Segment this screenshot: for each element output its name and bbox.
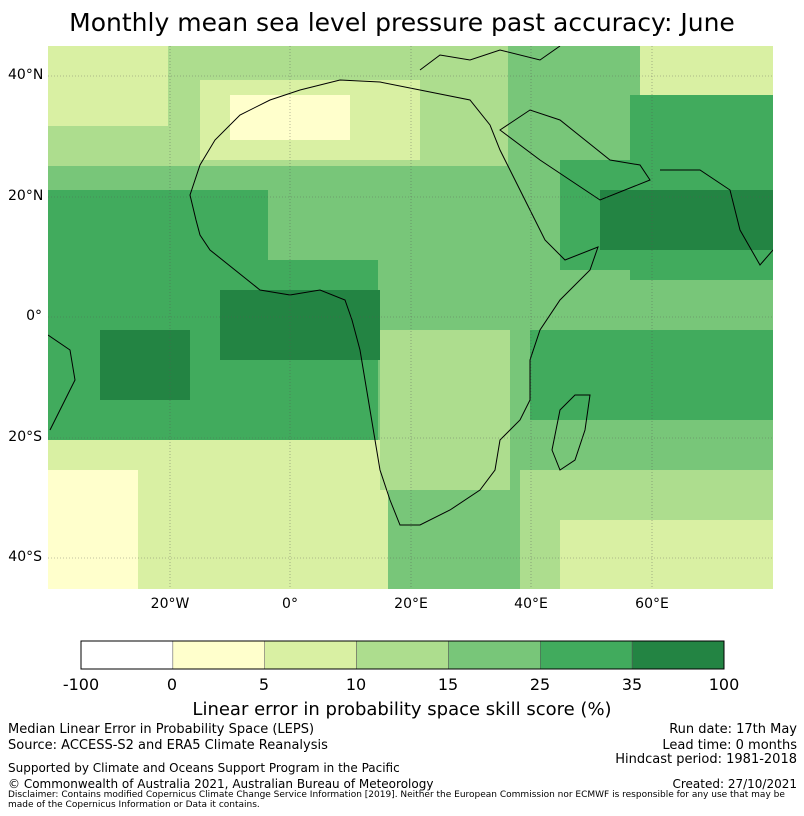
disclaimer: Disclaimer: Contains modified Copernicus… [8,790,785,810]
colorbar-outline [80,640,725,670]
colorbar-tick-label: 25 [529,675,551,694]
colorbar-tick-label: 0 [166,675,178,694]
colorbar-title: Linear error in probability space skill … [192,699,612,720]
colorbar-segment [448,640,541,670]
colorbar-segment [264,640,357,670]
colorbar-segment [80,640,174,670]
coastlines [48,46,773,526]
gridlines [48,46,773,589]
colorbar-segment [631,640,725,670]
lead-time: Lead time: 0 months [662,738,797,753]
colorbar-tick-label: 100 [708,675,740,694]
colorbar-segment [356,640,449,670]
colorbar-tick-label: 15 [437,675,459,694]
colorbar-tick-label: 5 [258,675,270,694]
hindcast-period: Hindcast period: 1981-2018 [615,752,797,767]
lon-label-20e: 20°E [394,596,428,612]
run-date: Run date: 17th May [669,722,797,737]
lon-label-60e: 60°E [635,596,669,612]
map-title: Monthly mean sea level pressure past acc… [69,8,735,37]
colorbar-segment [540,640,633,670]
copyright-text: © Commonwealth of Australia 2021, Austra… [8,777,434,791]
lon-label-0: 0° [282,596,298,612]
colorbar-tick-label: -100 [62,675,100,694]
lon-label-40e: 40°E [514,596,548,612]
created-date: Created: 27/10/2021 [672,777,797,791]
colorbar-segment [172,640,265,670]
lat-label-40s: 40°S [8,549,42,565]
support-text: Supported by Climate and Oceans Support … [8,761,400,775]
skill-regions [48,46,773,589]
lat-label-40n: 40°N [8,67,44,83]
colorbar-tick-label: 35 [621,675,643,694]
skill-score-map [48,46,773,589]
source-text: Source: ACCESS-S2 and ERA5 Climate Reana… [8,738,328,753]
lon-label-20w: 20°W [150,596,190,612]
lat-label-20s: 20°S [8,429,42,445]
colorbar-tick-label: 10 [345,675,367,694]
method-text: Median Linear Error in Probability Space… [8,722,315,737]
lat-label-20n: 20°N [8,188,44,204]
lat-label-0: 0° [26,308,42,324]
